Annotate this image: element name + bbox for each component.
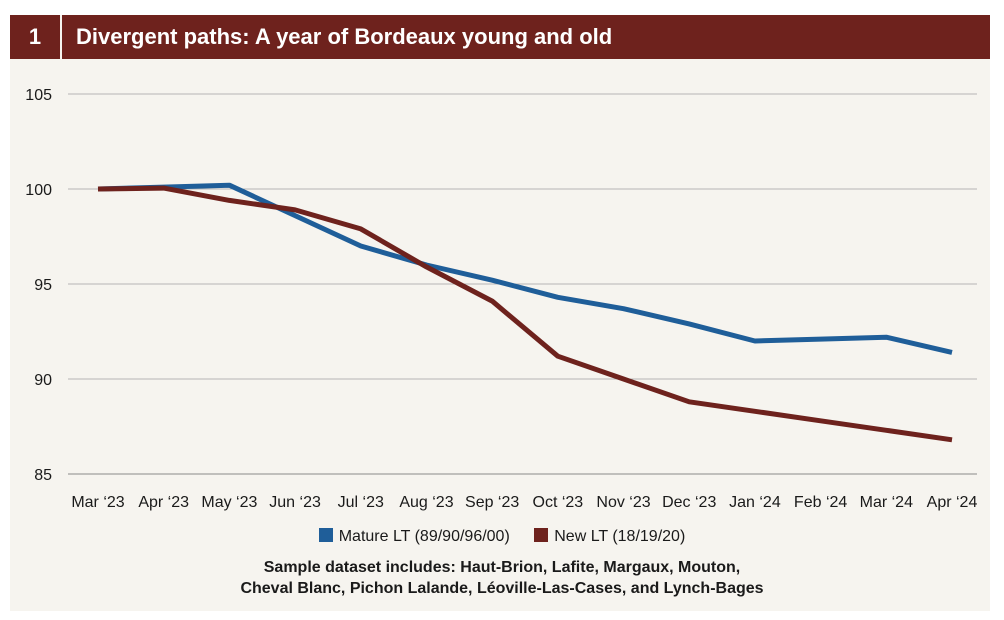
- y-axis-ticks: 85 90 95 100 105: [25, 87, 52, 484]
- dataset-note-line-1: Sample dataset includes: Haut-Brion, Laf…: [263, 559, 741, 576]
- x-tick-label: Apr ‘24: [927, 494, 978, 511]
- dataset-note: Sample dataset includes: Haut-Brion, Laf…: [0, 557, 1004, 599]
- y-tick-label: 95: [34, 277, 52, 294]
- chart-legend: Mature LT (89/90/96/00) New LT (18/19/20…: [0, 528, 1004, 546]
- figure-number: 1: [10, 15, 62, 59]
- x-tick-label: Dec ‘23: [662, 494, 716, 511]
- dataset-note-line-2: Cheval Blanc, Pichon Lalande, Léoville-L…: [240, 580, 764, 597]
- y-tick-label: 105: [25, 87, 52, 104]
- x-tick-label: Aug ‘23: [399, 494, 453, 511]
- legend-item-new: New LT (18/19/20): [534, 528, 685, 546]
- x-tick-label: Sep ‘23: [465, 494, 519, 511]
- x-tick-label: Mar ‘23: [71, 494, 124, 511]
- chart-header: 1 Divergent paths: A year of Bordeaux yo…: [10, 15, 990, 59]
- series-lines: [97, 182, 953, 443]
- chart-title: Divergent paths: A year of Bordeaux youn…: [76, 24, 613, 49]
- legend-swatch-mature: [318, 528, 333, 542]
- y-tick-label: 90: [34, 372, 52, 389]
- legend-label-new: New LT (18/19/20): [554, 528, 686, 545]
- x-tick-label: Jul ‘23: [338, 494, 384, 511]
- chart-panel: [10, 15, 990, 611]
- series-line-mature: [97, 182, 953, 355]
- legend-label-mature: Mature LT (89/90/96/00): [338, 528, 510, 545]
- x-tick-label: Apr ‘23: [138, 494, 189, 511]
- x-axis-ticks: Mar ‘23 Apr ‘23 May ‘23 Jun ‘23 Jul ‘23 Aug ‘…: [71, 494, 977, 511]
- gridlines: [68, 93, 977, 475]
- x-tick-label: Jun ‘23: [269, 494, 321, 511]
- x-tick-label: Feb ‘24: [794, 494, 847, 511]
- legend-swatch-new: [534, 528, 549, 542]
- y-tick-label: 85: [34, 467, 52, 484]
- x-tick-label: Nov ‘23: [596, 494, 650, 511]
- x-tick-label: May ‘23: [201, 494, 257, 511]
- series-line-new: [97, 185, 953, 443]
- x-tick-label: Jan ‘24: [729, 494, 781, 511]
- x-tick-label: Mar ‘24: [860, 494, 913, 511]
- y-tick-label: 100: [25, 182, 52, 199]
- x-tick-label: Oct ‘23: [533, 494, 584, 511]
- legend-item-mature: Mature LT (89/90/96/00): [318, 528, 510, 546]
